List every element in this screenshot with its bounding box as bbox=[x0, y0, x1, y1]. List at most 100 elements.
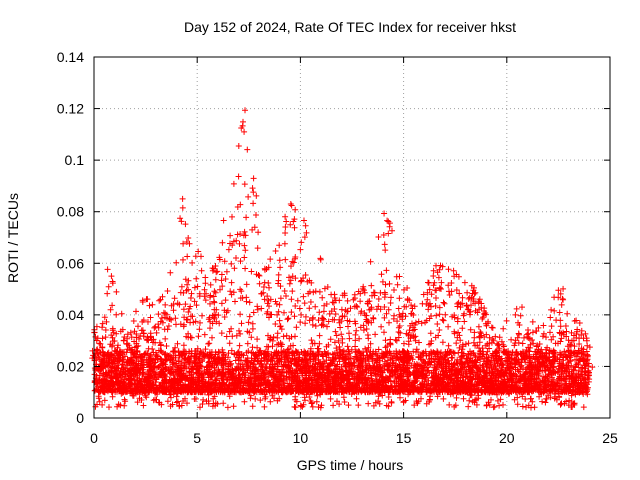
data-point bbox=[89, 347, 96, 354]
data-point bbox=[448, 280, 455, 287]
data-point bbox=[287, 201, 294, 208]
data-point bbox=[428, 291, 435, 298]
data-point bbox=[90, 352, 97, 359]
y-tick-labels: 0 0.02 0.04 0.06 0.08 0.1 0.12 0.14 bbox=[57, 49, 84, 426]
data-point bbox=[589, 364, 596, 371]
data-point bbox=[574, 326, 581, 333]
axis-ticks bbox=[93, 56, 611, 419]
data-point bbox=[533, 328, 540, 335]
data-point bbox=[560, 296, 567, 303]
data-point bbox=[411, 321, 418, 328]
data-point bbox=[386, 220, 393, 227]
y-tick-label: 0.14 bbox=[57, 49, 84, 65]
data-point bbox=[536, 341, 543, 348]
data-point bbox=[433, 287, 440, 294]
data-point bbox=[560, 285, 567, 292]
data-point bbox=[325, 318, 332, 325]
data-point bbox=[207, 292, 214, 299]
data-point bbox=[445, 288, 452, 295]
data-point bbox=[584, 351, 591, 358]
data-point bbox=[494, 340, 501, 347]
data-point bbox=[558, 301, 565, 308]
data-point bbox=[303, 229, 310, 236]
data-point bbox=[245, 193, 252, 200]
data-point bbox=[104, 266, 111, 273]
data-point-batch bbox=[91, 118, 592, 407]
data-point bbox=[202, 280, 209, 287]
data-point bbox=[301, 234, 308, 241]
data-point bbox=[491, 359, 498, 366]
data-point bbox=[263, 265, 270, 272]
data-point bbox=[93, 337, 100, 344]
plot-frame bbox=[93, 56, 611, 419]
y-tick-label: 0.12 bbox=[57, 101, 84, 117]
data-point bbox=[532, 348, 539, 355]
data-point bbox=[357, 310, 364, 317]
data-point bbox=[238, 125, 245, 132]
data-point bbox=[121, 333, 128, 340]
data-point bbox=[517, 312, 524, 319]
data-point bbox=[266, 284, 273, 291]
x-tick-labels: 0 5 10 15 20 25 bbox=[90, 430, 618, 446]
y-tick-label: 0.06 bbox=[57, 255, 84, 271]
data-points bbox=[89, 107, 596, 411]
data-point bbox=[556, 309, 563, 316]
data-point bbox=[177, 215, 184, 222]
data-point bbox=[250, 175, 257, 182]
data-point bbox=[445, 266, 452, 273]
data-point bbox=[99, 335, 106, 342]
data-point bbox=[102, 334, 109, 341]
data-point bbox=[575, 347, 582, 354]
data-point bbox=[287, 221, 294, 228]
data-point bbox=[179, 195, 186, 202]
data-point bbox=[288, 202, 295, 209]
data-point bbox=[213, 269, 220, 276]
data-point bbox=[124, 331, 131, 338]
data-point bbox=[361, 287, 368, 294]
data-point bbox=[472, 300, 479, 307]
data-point bbox=[212, 263, 219, 270]
data-point bbox=[164, 288, 171, 295]
data-point bbox=[430, 282, 437, 289]
data-point bbox=[267, 256, 274, 263]
y-tick-label: 0.1 bbox=[65, 152, 85, 168]
data-point bbox=[108, 273, 115, 280]
data-point bbox=[513, 305, 520, 312]
data-point bbox=[586, 344, 593, 351]
data-point bbox=[166, 315, 173, 322]
chart-title: Day 152 of 2024, Rate Of TEC Index for r… bbox=[184, 19, 516, 35]
y-tick-label: 0.02 bbox=[57, 358, 84, 374]
data-point bbox=[121, 353, 128, 360]
data-point bbox=[102, 326, 109, 333]
x-tick-label: 0 bbox=[90, 430, 98, 446]
data-point bbox=[381, 210, 388, 217]
data-point bbox=[144, 318, 151, 325]
x-tick-label: 5 bbox=[193, 430, 201, 446]
data-point bbox=[182, 221, 189, 228]
data-point bbox=[328, 308, 335, 315]
y-tick-label: 0.04 bbox=[57, 307, 84, 323]
y-tick-label: 0.08 bbox=[57, 204, 84, 220]
x-tick-label: 20 bbox=[499, 430, 515, 446]
data-point bbox=[250, 189, 257, 196]
data-point bbox=[123, 349, 130, 356]
data-point bbox=[357, 298, 364, 305]
data-point bbox=[490, 337, 497, 344]
data-point bbox=[178, 218, 185, 225]
data-point bbox=[471, 290, 478, 297]
data-point bbox=[143, 296, 150, 303]
y-tick-label: 0 bbox=[76, 410, 84, 426]
data-point bbox=[201, 286, 208, 293]
data-point bbox=[109, 280, 116, 287]
data-point bbox=[140, 317, 147, 324]
data-point bbox=[162, 310, 169, 317]
data-point bbox=[535, 324, 542, 331]
data-point bbox=[515, 319, 522, 326]
data-point bbox=[578, 345, 585, 352]
data-point bbox=[139, 297, 146, 304]
data-point bbox=[410, 311, 417, 318]
data-point bbox=[249, 185, 256, 192]
data-point bbox=[578, 327, 585, 334]
data-point bbox=[357, 290, 364, 297]
